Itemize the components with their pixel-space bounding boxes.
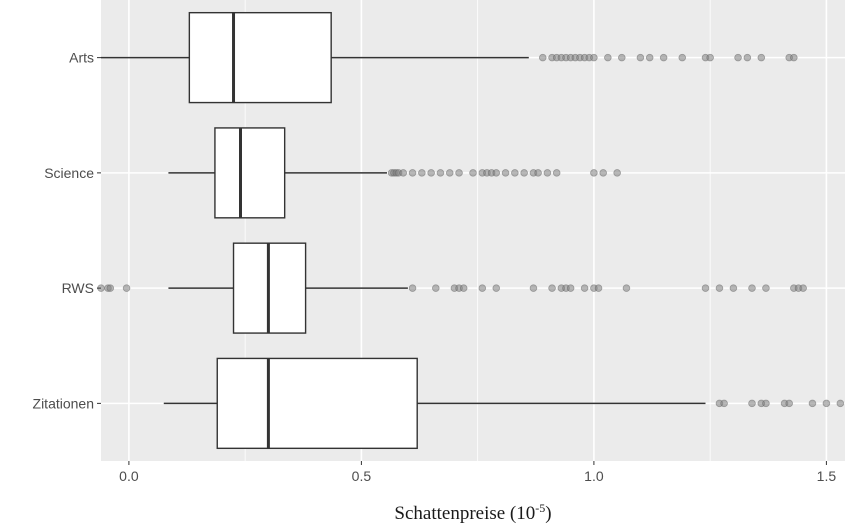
outlier-point — [535, 169, 542, 176]
outlier-point — [800, 285, 807, 292]
outlier-point — [604, 54, 611, 61]
outlier-point — [446, 169, 453, 176]
outlier-point — [123, 285, 130, 292]
outlier-point — [521, 169, 528, 176]
outlier-point — [544, 169, 551, 176]
outlier-point — [735, 54, 742, 61]
outlier-point — [511, 169, 518, 176]
outlier-point — [502, 169, 509, 176]
x-axis-title: Schattenpreise (10-5) — [394, 501, 551, 524]
box-iqr — [217, 358, 417, 448]
y-tick-label: Science — [44, 165, 94, 181]
outlier-point — [567, 285, 574, 292]
outlier-point — [730, 285, 737, 292]
y-axis: Arts Science RWS Zitationen — [33, 50, 101, 412]
outlier-point — [702, 285, 709, 292]
outlier-point — [530, 285, 537, 292]
y-tick-label: Zitationen — [33, 395, 94, 411]
outlier-point — [707, 54, 714, 61]
outlier-point — [749, 400, 756, 407]
outlier-point — [763, 285, 770, 292]
outlier-point — [460, 285, 467, 292]
outlier-point — [581, 285, 588, 292]
outlier-point — [591, 169, 598, 176]
outlier-point — [679, 54, 686, 61]
outlier-point — [721, 400, 728, 407]
outlier-point — [539, 54, 546, 61]
outlier-point — [790, 54, 797, 61]
outlier-point — [437, 169, 444, 176]
outlier-point — [470, 169, 477, 176]
outlier-point — [837, 400, 844, 407]
outlier-point — [409, 285, 416, 292]
outlier-point — [549, 285, 556, 292]
x-tick-label: 1.5 — [817, 468, 837, 484]
outlier-point — [456, 169, 463, 176]
outlier-point — [400, 169, 407, 176]
x-tick-label: 1.0 — [584, 468, 604, 484]
outlier-point — [809, 400, 816, 407]
outlier-point — [763, 400, 770, 407]
outlier-point — [623, 285, 630, 292]
outlier-point — [823, 400, 830, 407]
outlier-point — [618, 54, 625, 61]
outlier-point — [432, 285, 439, 292]
x-tick-label: 0.5 — [352, 468, 372, 484]
x-axis: 0.0 0.5 1.0 1.5 — [119, 461, 836, 484]
outlier-point — [107, 285, 114, 292]
outlier-point — [553, 169, 560, 176]
outlier-point — [428, 169, 435, 176]
outlier-point — [479, 285, 486, 292]
outlier-point — [614, 169, 621, 176]
outlier-point — [646, 54, 653, 61]
outlier-point — [749, 285, 756, 292]
outlier-point — [637, 54, 644, 61]
outlier-point — [418, 169, 425, 176]
box-iqr — [189, 13, 331, 103]
outlier-point — [600, 169, 607, 176]
outlier-point — [660, 54, 667, 61]
outlier-point — [595, 285, 602, 292]
outlier-point — [409, 169, 416, 176]
outlier-point — [493, 169, 500, 176]
outlier-point — [716, 285, 723, 292]
y-tick-label: Arts — [69, 50, 94, 66]
outlier-point — [493, 285, 500, 292]
y-tick-label: RWS — [62, 280, 94, 296]
box-iqr — [215, 128, 285, 218]
outlier-point — [786, 400, 793, 407]
outlier-point — [758, 54, 765, 61]
outlier-point — [591, 54, 598, 61]
x-tick-label: 0.0 — [119, 468, 139, 484]
outlier-point — [744, 54, 751, 61]
